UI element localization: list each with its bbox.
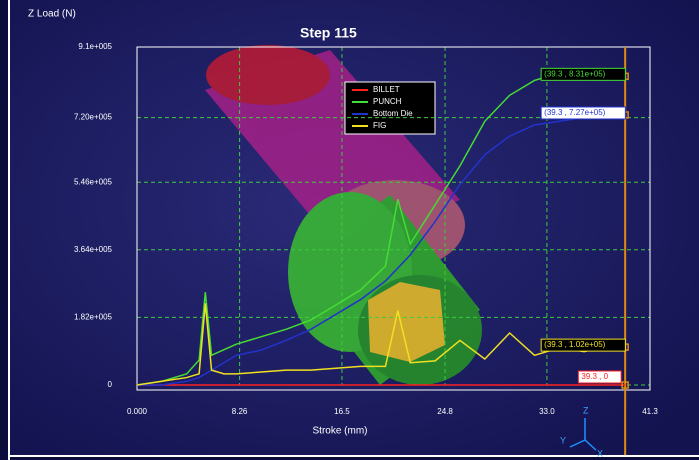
series-line: [136, 303, 626, 386]
x-tick-label: 41.3: [642, 407, 658, 416]
y-axis-label: Z Load (N): [28, 9, 76, 20]
y-tick-label: 3.64e+005: [74, 245, 113, 254]
end-label: (39.3 , 1.02e+05): [544, 340, 605, 349]
y-tick-label: 0: [108, 380, 113, 389]
x-axis-label: Stroke (mm): [313, 426, 368, 437]
triad-label: Y: [560, 435, 566, 445]
legend-label: BILLET: [373, 85, 400, 94]
x-tick-label: 0.000: [127, 407, 148, 416]
end-label-box: [540, 338, 626, 352]
x-tick-label: 8.26: [232, 407, 248, 416]
end-label-box: [540, 67, 626, 81]
series-line: [136, 68, 626, 386]
y-tick-label: 7.20e+005: [74, 113, 113, 122]
end-label: (39.3 , 8.31e+05): [544, 69, 605, 78]
end-label: (39.3 , 7.27e+05): [544, 108, 605, 117]
legend-label: FIG: [373, 121, 386, 130]
x-tick-label: 33.0: [539, 407, 555, 416]
y-tick-label: 1.82e+005: [74, 313, 113, 322]
end-label-box: [540, 106, 626, 120]
triad-label: X: [597, 448, 603, 458]
series-line: [137, 114, 626, 386]
chart-title: Step 115: [300, 25, 357, 41]
end-label-box: [577, 370, 622, 384]
triad-label: Z: [583, 405, 589, 415]
legend-label: PUNCH: [373, 97, 402, 106]
x-tick-label: 24.8: [437, 407, 453, 416]
y-tick-label: 9.1e+005: [78, 42, 112, 51]
y-tick-label: 5.46e+005: [74, 177, 113, 186]
render: [205, 45, 482, 385]
x-tick-label: 16.5: [334, 407, 350, 416]
plot-frame: [136, 46, 651, 391]
legend-label: Bottom Die: [373, 109, 413, 118]
end-marker: [621, 381, 629, 389]
triad: [569, 418, 597, 451]
end-label: 39.3 , 0: [581, 372, 608, 381]
